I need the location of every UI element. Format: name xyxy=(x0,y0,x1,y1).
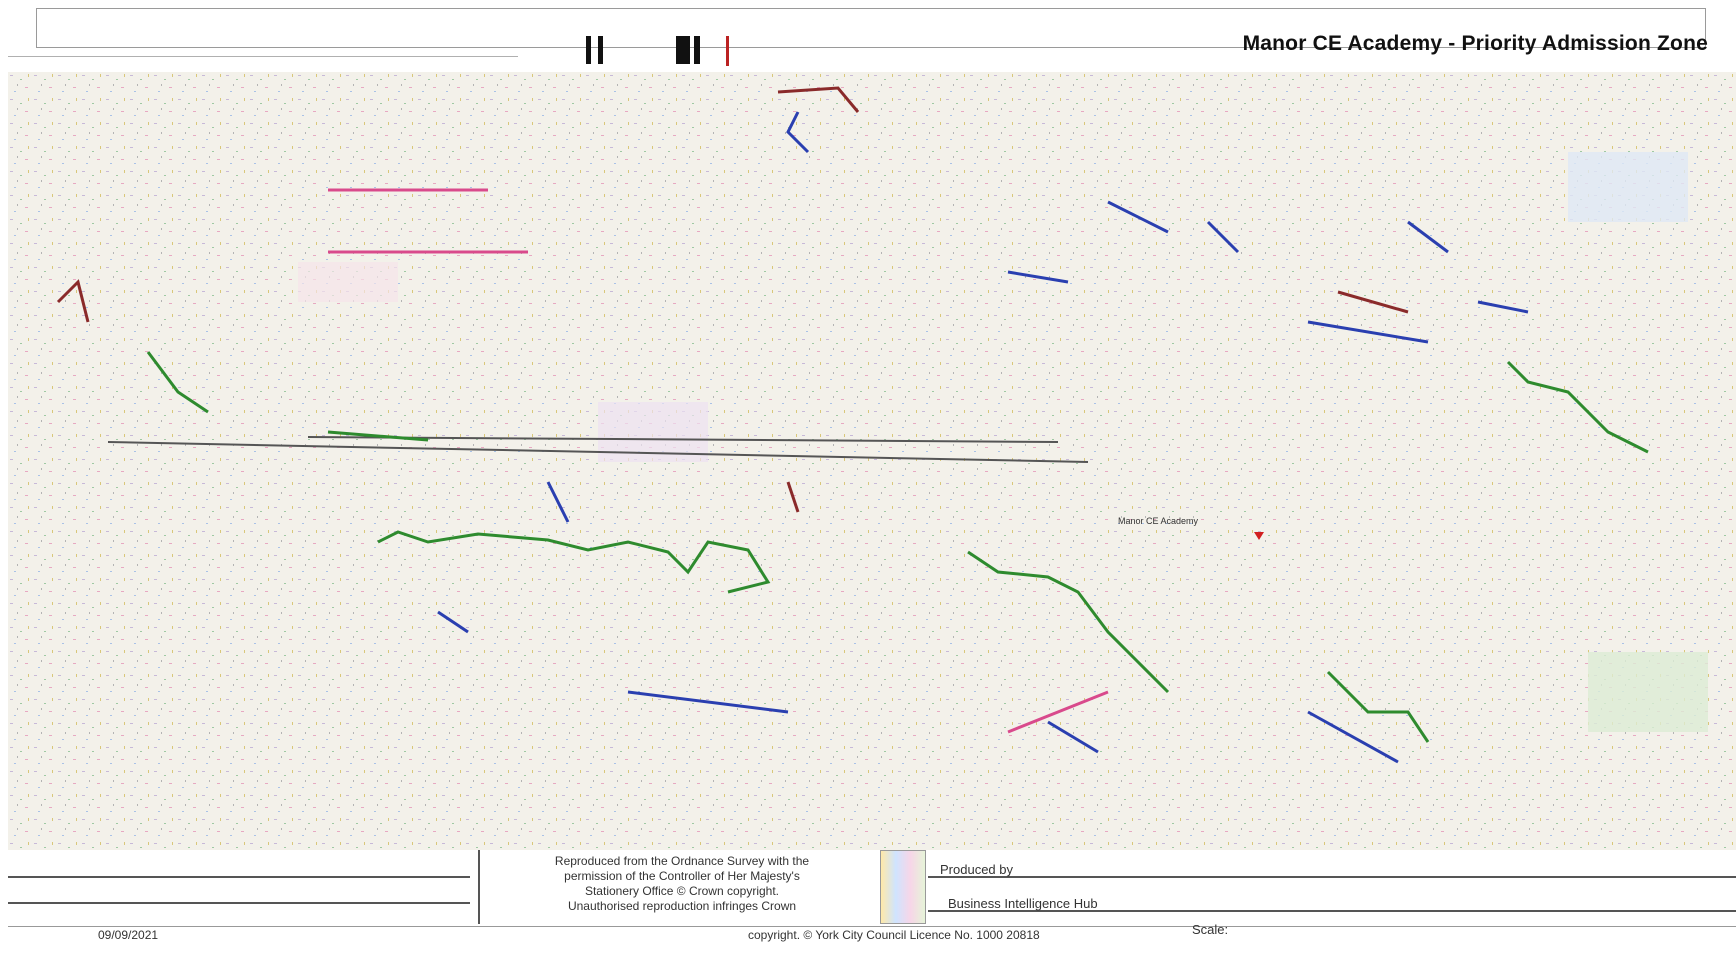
title-decor-bar xyxy=(694,36,700,64)
scale-label: Scale: xyxy=(1192,922,1229,937)
footer-rule xyxy=(8,902,470,904)
map-drawing xyxy=(8,72,1736,850)
producer-unit: Business Intelligence Hub xyxy=(948,896,1098,911)
map-title: Manor CE Academy - Priority Admission Zo… xyxy=(1242,32,1708,55)
header-rule xyxy=(8,56,518,57)
footer-rule xyxy=(8,876,470,878)
title-decor-bar xyxy=(726,36,729,66)
overview-thumbnail xyxy=(880,850,926,924)
produced-by-label: Produced by xyxy=(940,862,1013,877)
title-decor-bar xyxy=(676,36,690,64)
map-date: 09/09/2021 xyxy=(98,928,159,942)
map-canvas[interactable]: Manor CE Academy xyxy=(8,72,1736,850)
title-decor-bar xyxy=(598,36,603,64)
header-box xyxy=(36,8,1706,48)
footer-rule xyxy=(928,910,1736,912)
map-label: Manor CE Academy xyxy=(1118,516,1199,526)
footer: Reproduced from the Ordnance Survey with… xyxy=(8,850,1736,956)
title-decor-bar xyxy=(586,36,591,64)
footer-rule xyxy=(928,876,1736,878)
copyright-notice: Reproduced from the Ordnance Survey with… xyxy=(554,854,810,913)
footer-rule xyxy=(8,926,1736,927)
licence-notice: copyright. © York City Council Licence N… xyxy=(748,928,1040,942)
location-marker-icon[interactable] xyxy=(1254,532,1264,540)
